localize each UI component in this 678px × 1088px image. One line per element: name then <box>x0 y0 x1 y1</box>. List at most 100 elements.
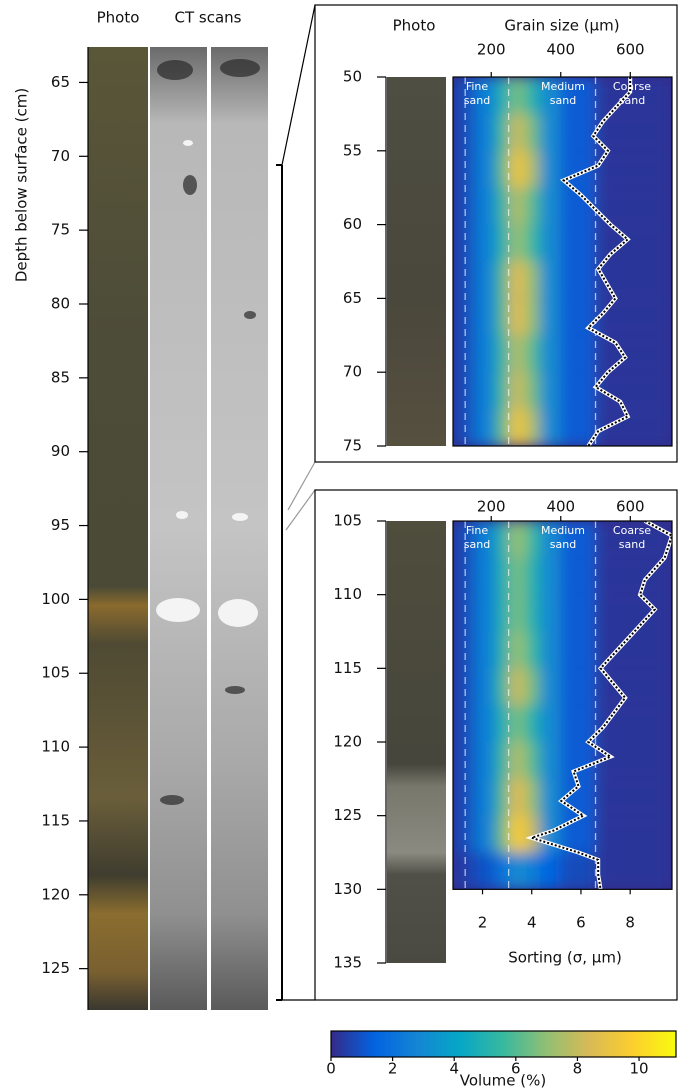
heatmap-cell <box>494 372 509 410</box>
heatmap-cell <box>453 261 474 299</box>
heatmap-cell <box>508 298 526 336</box>
y-tick-label: 130 <box>333 880 362 898</box>
zoom-photo <box>387 521 446 963</box>
x-axis-label: Sorting (σ, µm) <box>508 949 622 967</box>
heatmap-cell <box>595 77 672 114</box>
ct-features <box>156 140 258 627</box>
heatmap-cells <box>453 77 672 446</box>
heatmap-cell <box>526 150 540 188</box>
heatmap-cell <box>453 815 474 853</box>
heatmap-cell <box>526 372 540 410</box>
heatmap-cell <box>508 778 526 816</box>
y-axis-label: Depth below surface (cm) <box>13 88 31 282</box>
heatmap-cell <box>453 113 474 151</box>
heatmap-cell <box>526 224 540 262</box>
y-tick-label: 110 <box>41 738 70 756</box>
heatmap-cell <box>526 778 540 816</box>
x-axis-label: Grain size (µm) <box>504 17 619 35</box>
heatmap-cell <box>453 77 474 114</box>
connector <box>285 489 316 531</box>
class-label: sand <box>619 538 645 551</box>
heatmap-cell <box>453 852 474 889</box>
heatmap-cell <box>473 224 495 262</box>
ct-scan <box>211 47 268 1010</box>
heatmap-frame <box>452 76 673 447</box>
heatmap-cell <box>526 852 540 889</box>
heatmap-cell <box>539 778 561 816</box>
heatmap-cell <box>508 521 526 558</box>
core-photo <box>88 47 148 1010</box>
heatmap-cell <box>453 631 474 669</box>
heatmap-cell <box>473 594 495 632</box>
y-tick-label: 65 <box>51 73 70 91</box>
y-tick-label: 85 <box>51 368 70 386</box>
heatmap-cell <box>508 150 526 188</box>
connector <box>287 461 316 511</box>
y-tick-label: 120 <box>41 885 70 903</box>
heatmap-cell <box>453 335 474 373</box>
heatmap-cell <box>473 261 495 299</box>
y-tick-label: 80 <box>51 294 70 312</box>
heatmap-frame <box>452 520 673 890</box>
colorbar-label: Volume (%) <box>460 1072 547 1088</box>
heatmap-cell <box>526 77 540 114</box>
y-tick-label: 60 <box>343 215 362 233</box>
heatmap-cell <box>453 409 474 446</box>
heatmap-cell <box>494 705 509 742</box>
heatmap-cell <box>494 742 509 779</box>
heatmap-cell <box>539 409 561 446</box>
heatmap-cell <box>494 852 509 889</box>
heatmap <box>453 77 672 446</box>
colorbar-tick-label: 8 <box>573 1060 583 1078</box>
y-tick-label: 115 <box>41 811 70 829</box>
heatmap-cell <box>453 778 474 816</box>
x2-tick-label: 6 <box>576 914 586 932</box>
heatmap-cell <box>526 409 540 446</box>
heatmap-cell <box>473 372 495 410</box>
panel-frame <box>314 489 678 1001</box>
heatmap-cell <box>508 815 526 853</box>
class-label: Coarse <box>613 524 651 537</box>
heatmap-cell <box>595 778 672 816</box>
heatmap-cell <box>494 594 509 632</box>
class-label: Fine <box>466 524 489 537</box>
heatmap-cell <box>508 631 526 669</box>
heatmap-cell <box>494 150 509 188</box>
class-label: sand <box>464 538 490 551</box>
heatmap <box>453 521 672 889</box>
heatmap-cell <box>539 113 561 151</box>
column-header: CT scans <box>175 9 242 27</box>
heatmap-cell <box>494 409 509 446</box>
heatmap-cell <box>508 705 526 742</box>
y-tick-label: 135 <box>333 954 362 972</box>
heatmap-cell <box>508 409 526 446</box>
heatmap-cell <box>473 742 495 779</box>
colorbar-tick-label: 10 <box>629 1060 648 1078</box>
heatmap-cell <box>508 187 526 225</box>
heatmap-cell <box>595 815 672 853</box>
y-tick-label: 50 <box>343 68 362 86</box>
class-label: sand <box>550 538 576 551</box>
y-tick-label: 105 <box>333 512 362 530</box>
heatmap-cell <box>453 298 474 336</box>
heatmap-cell <box>595 113 672 151</box>
heatmap-cell <box>560 521 596 558</box>
heatmap-cell <box>508 261 526 299</box>
heatmap-cell <box>473 557 495 595</box>
ct-features <box>157 59 260 805</box>
heatmap-cell <box>539 594 561 632</box>
heatmap-cell <box>494 187 509 225</box>
zoom-photo <box>387 77 446 446</box>
heatmap-cell <box>494 335 509 373</box>
colorbar <box>330 1030 677 1058</box>
heatmap-cell <box>453 372 474 410</box>
heatmap-cell <box>539 852 561 889</box>
heatmap-cell <box>539 224 561 262</box>
heatmap-cell <box>453 668 474 706</box>
heatmap-cell <box>508 113 526 151</box>
x-tick-label: 200 <box>477 498 506 516</box>
heatmap-cell <box>473 298 495 336</box>
class-label: Fine <box>466 80 489 93</box>
heatmap-cell <box>526 705 540 742</box>
